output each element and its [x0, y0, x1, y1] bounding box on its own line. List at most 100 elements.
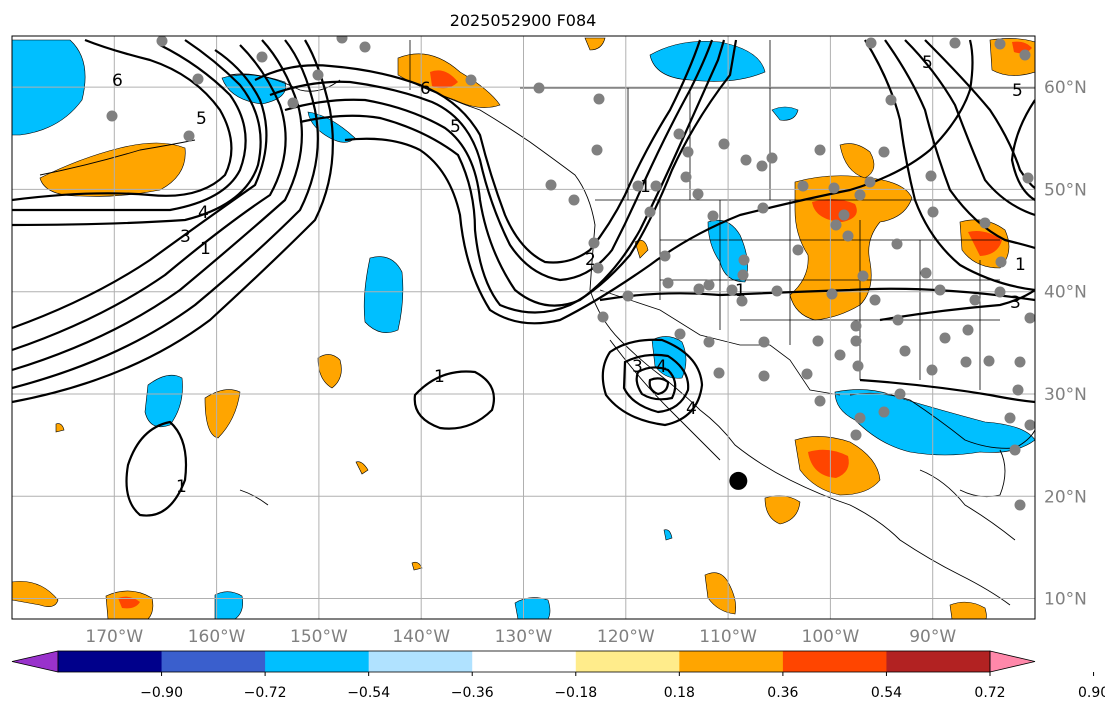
station-dot [703, 279, 715, 291]
longitude-tick-label: 120°W [597, 627, 655, 647]
station-dot [771, 285, 783, 297]
colorbar-outline [57, 650, 991, 673]
station-dot [850, 429, 862, 441]
station-dot [962, 324, 974, 336]
station-dot [632, 180, 644, 192]
station-dot [892, 314, 904, 326]
contour-labels: 6 5 4 3 1 6 5 2 1 1 1 3 4 4 5 5 1 1 3 [112, 53, 1026, 497]
contour-label: 5 [450, 117, 461, 137]
station-dot [591, 144, 603, 156]
station-dot [814, 144, 826, 156]
station-dot [1009, 444, 1021, 456]
station-dot [192, 73, 204, 85]
station-dot [533, 82, 545, 94]
station-dot [979, 217, 991, 229]
contour-label: 3 [180, 227, 191, 247]
station-dot [287, 97, 299, 109]
contour-label: 3 [632, 357, 643, 377]
station-dot [1014, 499, 1026, 511]
station-dot [183, 130, 195, 142]
station-markers [106, 36, 1035, 511]
station-dot [622, 290, 634, 302]
station-dot [156, 36, 168, 47]
station-dot [797, 180, 809, 192]
station-dot [939, 332, 951, 344]
station-dot [828, 182, 840, 194]
colorbar-tick-label: 0.36 [767, 685, 798, 701]
station-dot [465, 74, 477, 86]
map-content: 6 5 4 3 1 6 5 2 1 1 1 3 4 4 5 5 1 1 3 [12, 36, 1035, 619]
station-dot [713, 367, 725, 379]
station-dot [891, 238, 903, 250]
colorbar-segment [58, 651, 163, 672]
station-dot [842, 230, 854, 242]
station-dot [960, 356, 972, 368]
colorbar-tick-label: 0.90 [1078, 685, 1105, 701]
station-dot [927, 206, 939, 218]
contour-label: 1 [735, 281, 746, 301]
latitude-tick-label: 30°N [1044, 385, 1087, 405]
station-dot [707, 210, 719, 222]
station-dot [854, 189, 866, 201]
contour-label: 4 [686, 399, 697, 419]
station-dot [1014, 356, 1026, 368]
latitude-labels: 60°N 50°N 40°N 30°N 20°N 10°N [1044, 78, 1087, 609]
contour-label: 1 [200, 239, 211, 259]
station-dot [1012, 384, 1024, 396]
longitude-tick-label: 170°W [85, 627, 143, 647]
station-dot [659, 250, 671, 262]
station-dot [737, 269, 749, 281]
contour-label: 2 [585, 250, 596, 270]
station-dot [738, 254, 750, 266]
station-dot [336, 36, 348, 44]
colorbar-segment [472, 651, 577, 672]
longitude-tick-label: 140°W [392, 627, 450, 647]
contour-label: 6 [112, 71, 123, 91]
colorbar-tick-label: −0.54 [347, 685, 390, 701]
station-dot [920, 267, 932, 279]
contour-label: 1 [434, 367, 445, 387]
station-dot [718, 138, 730, 150]
station-dot [758, 370, 770, 382]
station-dot [925, 170, 937, 182]
colorbar-segment [368, 651, 473, 672]
station-dot [865, 37, 877, 49]
colorbar-tick-label: −0.72 [244, 685, 287, 701]
station-dot [834, 349, 846, 361]
station-dot [885, 94, 897, 106]
station-dot [1019, 49, 1031, 61]
graticule [12, 36, 1035, 619]
latitude-tick-label: 60°N [1044, 78, 1087, 98]
colorbar [11, 650, 1036, 673]
station-dot [812, 335, 824, 347]
station-dot [792, 244, 804, 256]
station-dot [1024, 312, 1035, 324]
station-dot [256, 51, 268, 63]
colorbar-tick-label: −0.18 [554, 685, 597, 701]
longitude-tick-label: 150°W [290, 627, 348, 647]
station-dot [726, 284, 738, 296]
station-dot [106, 110, 118, 122]
station-dot [650, 180, 662, 192]
latitude-tick-label: 10°N [1044, 590, 1087, 610]
station-dot [899, 345, 911, 357]
station-dot [545, 179, 557, 191]
station-dot [312, 69, 324, 81]
station-dot [588, 237, 600, 249]
colorbar-segment [161, 651, 266, 672]
station-dot [692, 188, 704, 200]
station-dot [995, 256, 1007, 268]
station-dot [934, 284, 946, 296]
negative-anomaly-shading [12, 39, 1035, 619]
colorbar-tick-label: −0.36 [451, 685, 494, 701]
station-dot [644, 206, 656, 218]
longitude-labels: 170°W 160°W 150°W 140°W 130°W 120°W 110°W 100°W… [85, 627, 956, 647]
contour-label: 1 [1015, 255, 1026, 275]
longitude-tick-label: 130°W [495, 627, 553, 647]
colorbar-tick-label: 0.54 [871, 685, 902, 701]
colorbar-segment [886, 651, 991, 672]
station-dot [830, 219, 842, 231]
station-dot [766, 152, 778, 164]
station-dot [703, 336, 715, 348]
